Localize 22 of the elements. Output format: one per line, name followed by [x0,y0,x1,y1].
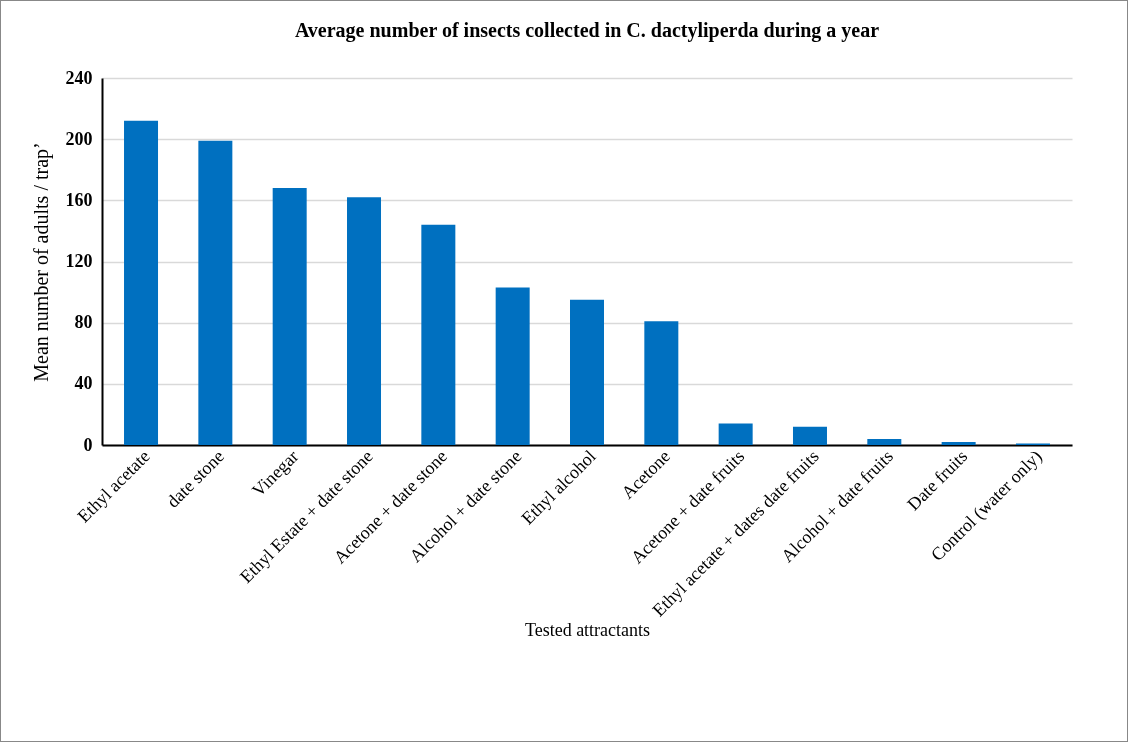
bar [124,120,159,445]
bar [570,299,604,445]
bar [495,287,530,445]
bar [644,321,679,445]
bar [941,441,976,445]
y-tick-label: 120 [65,251,93,271]
bar [718,423,753,445]
chart-title: Average number of insects collected in C. dactyliperda during a year [294,19,880,42]
y-tick-label: 240 [65,67,93,88]
y-tick-label: 0 [83,434,93,455]
bar [347,197,382,445]
y-axis-title: Mean number of adults / trap’ [29,142,53,382]
bar [792,426,827,445]
y-tick-label: 80 [74,312,93,333]
y-tick-label: 200 [65,128,93,149]
bar [272,188,307,445]
bar [421,224,456,445]
bar [867,438,902,445]
y-tick-label: 40 [74,373,93,394]
x-axis-title: Tested attractants [524,620,651,641]
bar [198,140,233,445]
y-tick-label: 160 [65,189,93,210]
